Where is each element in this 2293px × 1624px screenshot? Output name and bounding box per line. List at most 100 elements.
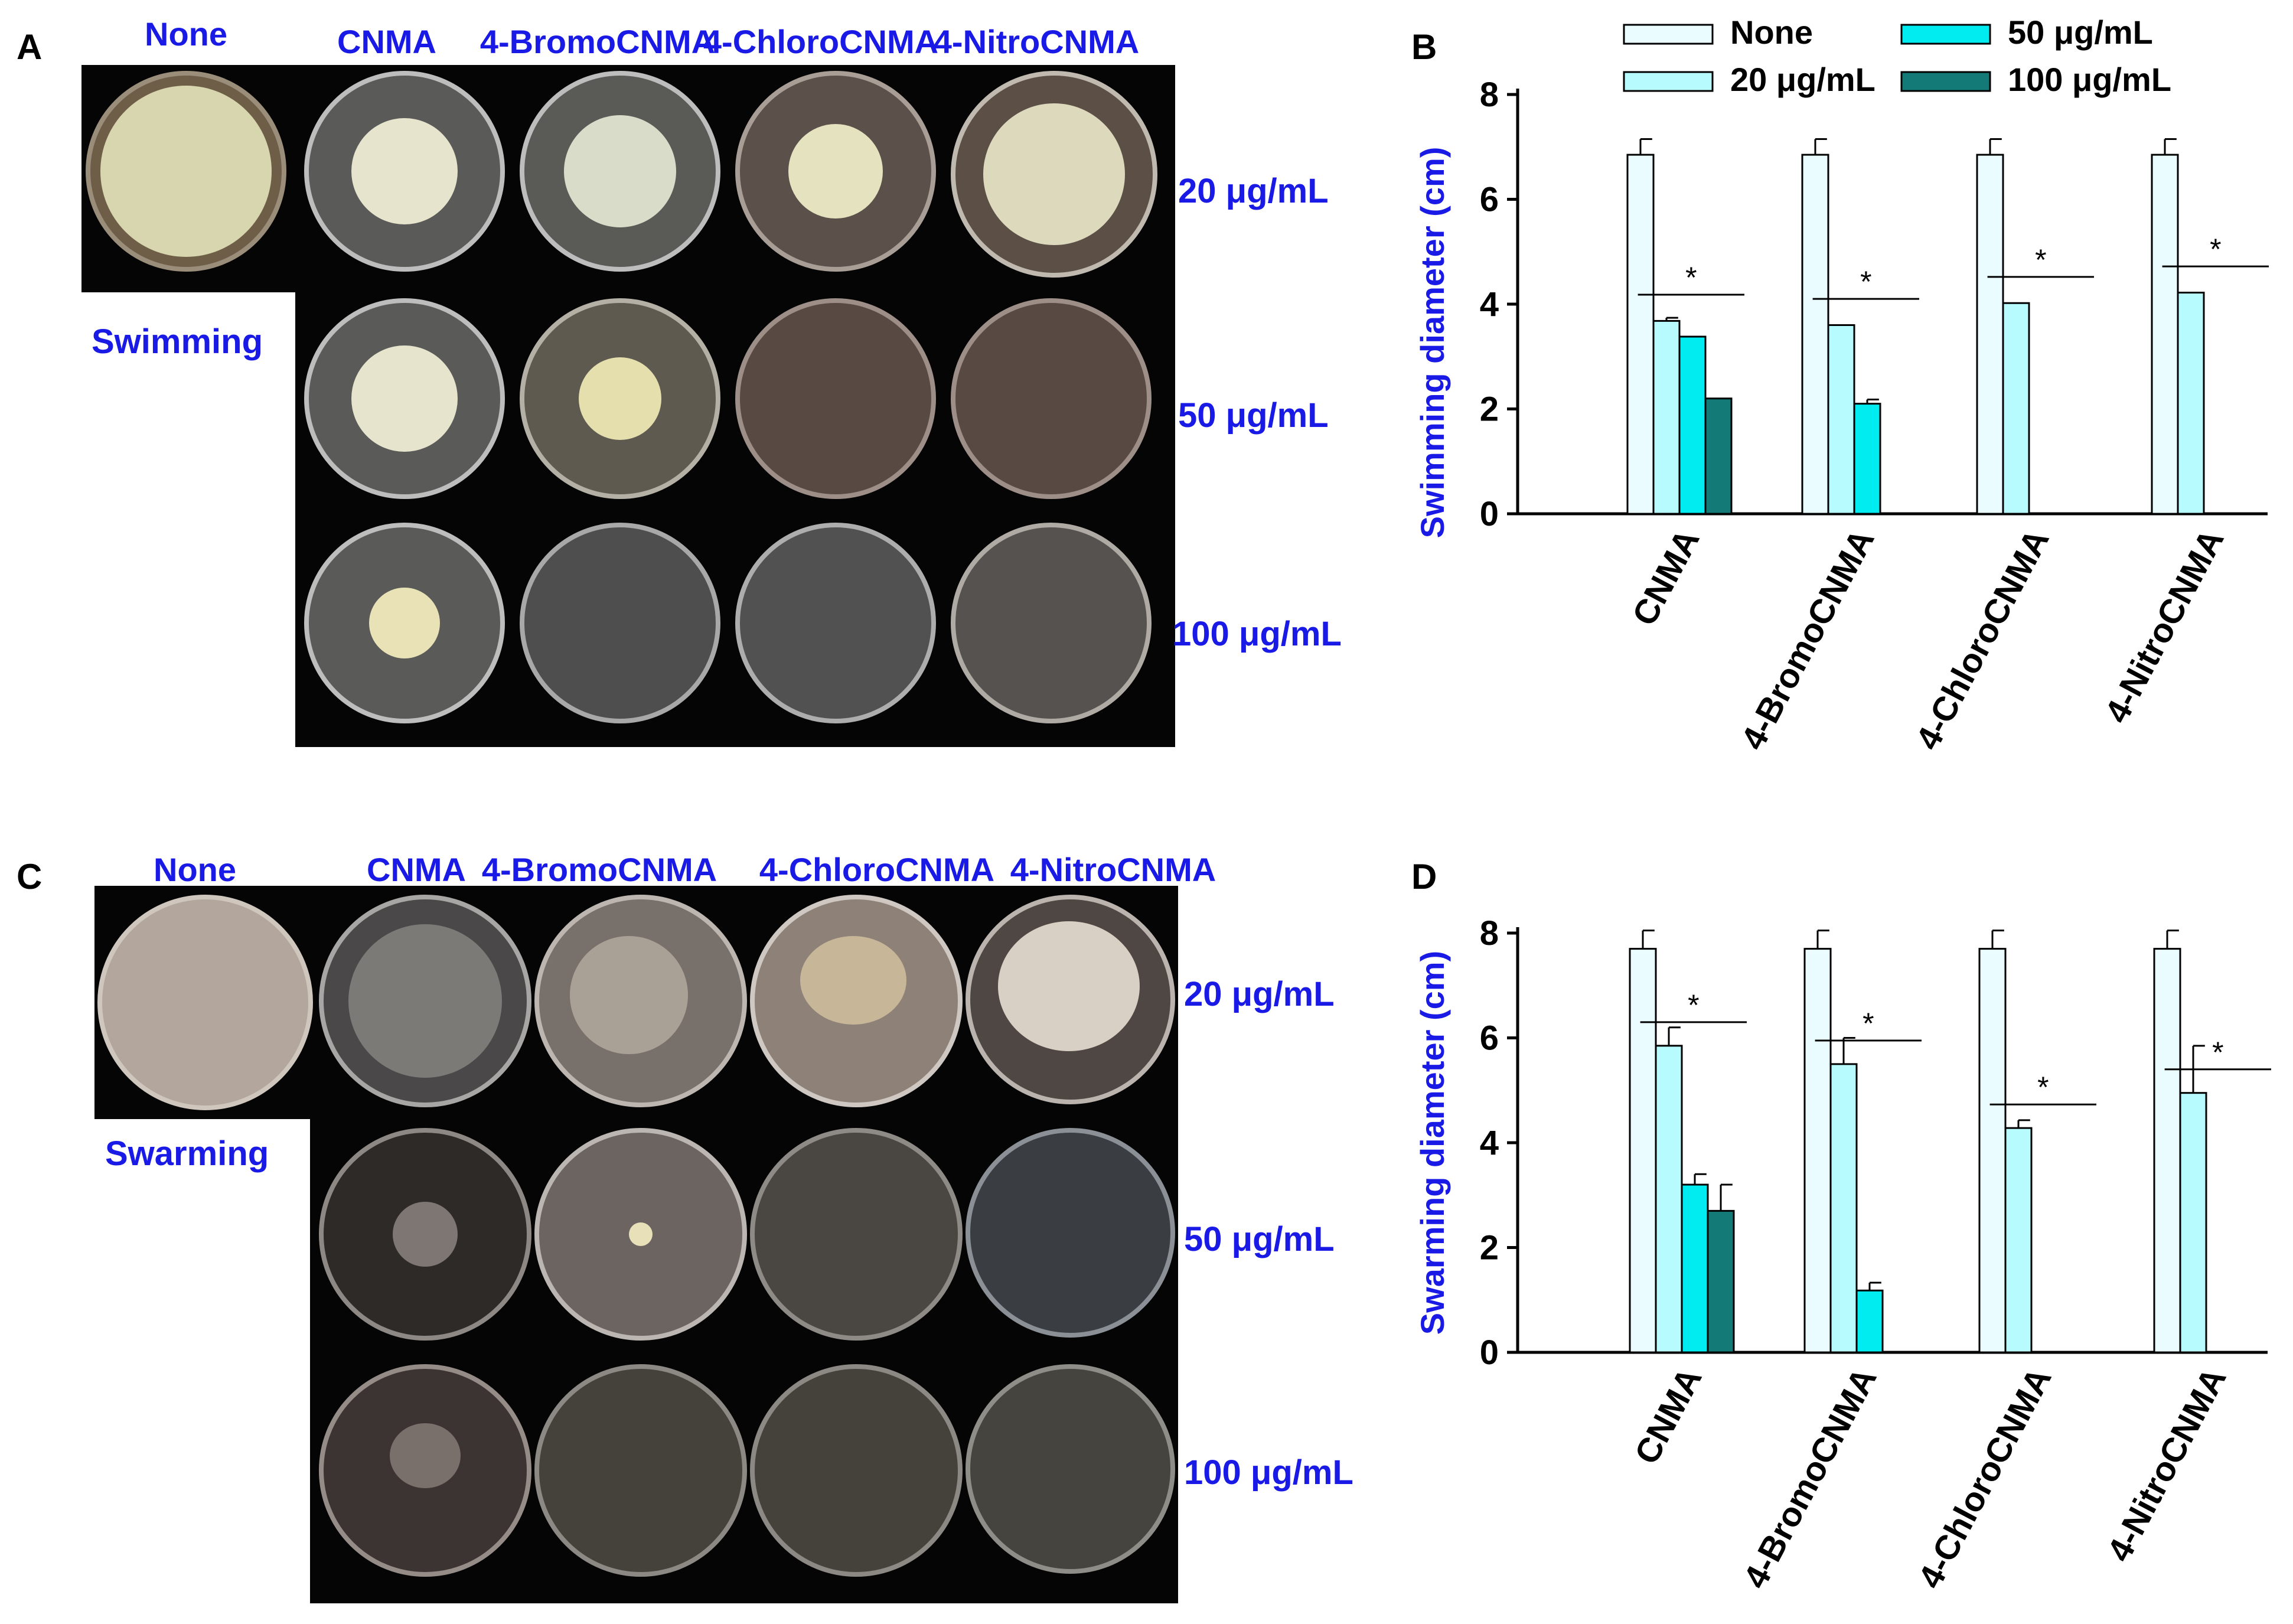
panel-letter-c: C: [17, 857, 43, 896]
y-axis-label: Swimming diameter (cm): [1414, 147, 1451, 539]
chart-legend: None 20 μg/mL 50 μg/mL 100 μg/mL: [1623, 18, 2171, 98]
swimming-diameter-chart: None 20 μg/mL 50 μg/mL 100 μg/mL Swimming d…: [1414, 18, 2269, 756]
bacterial-growth: [570, 936, 688, 1054]
agar-plate: [735, 298, 936, 499]
bar: [2151, 154, 2179, 515]
bar: [2153, 948, 2181, 1354]
motility-label-swarming: Swarming: [105, 1134, 269, 1173]
row-label-100: 100 μg/mL: [1184, 1453, 1353, 1492]
panel-letter-d: D: [1411, 857, 1437, 896]
significance-asterisk: *: [1685, 261, 1697, 294]
significance-asterisk: *: [1688, 989, 1699, 1022]
agar-plate: [735, 71, 936, 272]
y-tick-label: 2: [1480, 1229, 1499, 1267]
bacterial-growth: [351, 345, 458, 452]
significance-asterisk: *: [2035, 243, 2046, 276]
bar: [1652, 319, 1681, 515]
bar: [1655, 1045, 1683, 1354]
bar: [2177, 291, 2205, 515]
bar: [1626, 154, 1655, 515]
significance-asterisk: *: [1863, 1007, 1874, 1040]
chart-axes: 0 2 4 6 8: [1480, 76, 2268, 533]
agar-plate: [520, 523, 720, 723]
bacterial-growth: [800, 936, 906, 1025]
bar: [2002, 302, 2030, 515]
agar-plate: [750, 1364, 963, 1577]
agar-plate: [966, 1364, 1175, 1574]
significance-asterisk: *: [2210, 233, 2221, 266]
bar: [1707, 1209, 1735, 1354]
bacterial-growth: [564, 115, 676, 227]
y-tick-label: 8: [1480, 914, 1499, 953]
row-label-100: 100 μg/mL: [1172, 615, 1342, 653]
agar-plate: [750, 1128, 963, 1341]
bar: [1976, 154, 2004, 515]
bacterial-growth: [998, 921, 1140, 1051]
bar: [1801, 154, 1829, 515]
agar-plate: [97, 895, 313, 1110]
col-header-cnma: CNMA: [337, 23, 436, 60]
y-tick-label: 4: [1480, 285, 1499, 324]
row-label-20: 20 μg/mL: [1178, 172, 1329, 210]
agar-plate: [966, 1128, 1175, 1338]
x-tick-label: 4-ChloroCNMA: [1909, 523, 2057, 756]
legend-label: 100 μg/mL: [2008, 61, 2171, 98]
x-tick-label: 4-BromoCNMA: [1736, 1362, 1884, 1595]
y-tick-label: 0: [1480, 1333, 1499, 1372]
panel-letter-b: B: [1411, 27, 1437, 67]
bacterial-growth: [629, 1222, 653, 1246]
chart-bars: [1626, 138, 2205, 515]
bar: [1853, 403, 1881, 515]
bacterial-growth: [579, 357, 661, 440]
col-header-4-chlorocnma: 4-ChloroCNMA: [759, 851, 995, 888]
agar-plate: [534, 1364, 747, 1577]
col-header-4-nitrocnma: 4-NitroCNMA: [1010, 851, 1216, 888]
chart-bars: [1629, 930, 2207, 1354]
col-header-4-nitrocnma: 4-NitroCNMA: [933, 23, 1140, 60]
panel-letter-a: A: [17, 27, 43, 67]
x-tick-label: 4-ChloroCNMA: [1911, 1362, 2059, 1595]
bar: [1681, 1183, 1709, 1354]
legend-swatch: [1900, 24, 1991, 45]
row-label-50: 50 μg/mL: [1178, 396, 1329, 435]
col-header-4-bromocnma: 4-BromoCNMA: [480, 23, 716, 60]
x-tick-label: 4-NitroCNMA: [2098, 523, 2232, 729]
col-header-cnma: CNMA: [367, 851, 466, 888]
bacterial-growth: [351, 118, 458, 224]
y-tick-label: 4: [1480, 1124, 1499, 1162]
legend-swatch: [1623, 71, 1714, 92]
x-tick-label: 4-NitroCNMA: [2100, 1362, 2234, 1568]
col-header-4-bromocnma: 4-BromoCNMA: [481, 851, 717, 888]
legend-label: None: [1730, 18, 1813, 51]
legend-label: 50 μg/mL: [2008, 18, 2153, 51]
y-tick-label: 6: [1480, 181, 1499, 219]
bar: [1629, 948, 1657, 1354]
agar-plate: [951, 523, 1152, 723]
x-tick-label: CNMA: [1627, 1362, 1710, 1470]
bacterial-growth: [788, 124, 883, 219]
bacterial-growth: [390, 1423, 461, 1488]
bar: [1678, 335, 1707, 515]
x-tick-label: CNMA: [1625, 523, 1707, 632]
col-header-none: None: [145, 15, 227, 53]
bar: [1855, 1289, 1884, 1354]
bar: [2004, 1127, 2033, 1354]
bacterial-growth: [348, 924, 502, 1078]
bar: [1978, 948, 2007, 1354]
y-tick-label: 8: [1480, 76, 1499, 114]
swarming-diameter-chart: Swarming diameter (cm) 0 2 4 6 8 * * * * CNMA 4-…: [1414, 914, 2271, 1595]
bar: [2179, 1092, 2207, 1354]
row-label-50: 50 μg/mL: [1184, 1220, 1335, 1258]
y-tick-label: 2: [1480, 390, 1499, 429]
bar: [1829, 1063, 1858, 1354]
y-tick-label: 0: [1480, 495, 1499, 533]
agar-plate: [951, 298, 1152, 499]
bar: [1803, 948, 1832, 1354]
x-tick-labels: CNMA 4-BromoCNMA 4-ChloroCNMA 4-NitroCNMA: [1627, 1362, 2234, 1595]
significance-asterisk: *: [1860, 265, 1871, 298]
legend-label: 20 μg/mL: [1730, 61, 1876, 98]
legend-swatch: [1900, 71, 1991, 92]
significance-markers: * * * *: [1640, 989, 2271, 1106]
col-header-4-chlorocnma: 4-ChloroCNMA: [703, 23, 939, 60]
x-tick-labels: CNMA 4-BromoCNMA 4-ChloroCNMA 4-NitroCNMA: [1625, 523, 2232, 756]
